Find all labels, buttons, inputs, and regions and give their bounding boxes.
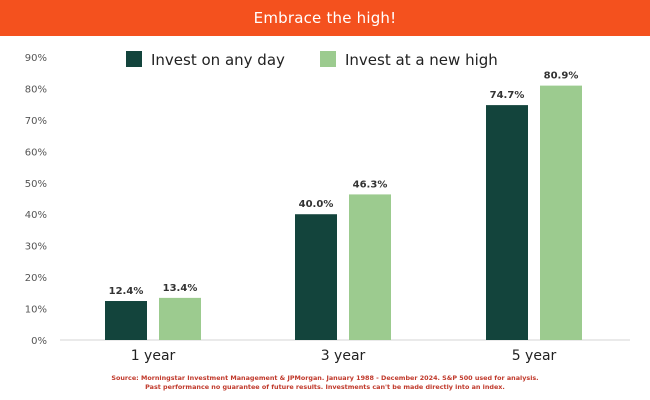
bar xyxy=(295,214,337,340)
y-tick-label: 30% xyxy=(25,242,47,253)
bar xyxy=(349,194,391,340)
x-tick-label: 1 year xyxy=(131,348,176,364)
legend-label: Invest on any day xyxy=(151,51,285,69)
bar xyxy=(105,301,147,340)
y-tick-label: 50% xyxy=(25,179,47,190)
y-tick-label: 0% xyxy=(31,336,47,347)
legend-swatch xyxy=(320,51,336,67)
legend-label: Invest at a new high xyxy=(345,51,498,69)
data-label: 40.0% xyxy=(299,199,334,210)
bar-chart: 0% 10% 20% 30% 40% 50% 60% 70% 80% 90% 12.4% 13.4% 1… xyxy=(25,51,630,364)
y-tick-label: 90% xyxy=(25,53,47,64)
y-tick-label: 80% xyxy=(25,84,47,95)
y-tick-label: 60% xyxy=(25,147,47,158)
legend-swatch xyxy=(126,51,142,67)
bar xyxy=(159,297,201,340)
data-label: 80.9% xyxy=(544,71,579,82)
y-tick-label: 10% xyxy=(25,305,47,316)
data-label: 74.7% xyxy=(490,90,525,101)
y-tick-label: 40% xyxy=(25,210,47,221)
y-tick-label: 70% xyxy=(25,116,47,127)
source-note: Source: Morningstar Investment Managemen… xyxy=(0,374,650,392)
page-title: Embrace the high! xyxy=(253,9,397,27)
source-line-1: Source: Morningstar Investment Managemen… xyxy=(111,374,539,382)
bar xyxy=(486,105,528,340)
source-line-2: Past performance no guarantee of future … xyxy=(145,383,505,391)
data-label: 12.4% xyxy=(109,286,144,297)
data-label: 46.3% xyxy=(353,179,388,190)
x-tick-label: 3 year xyxy=(321,348,366,364)
data-label: 13.4% xyxy=(163,283,198,294)
y-tick-label: 20% xyxy=(25,273,47,284)
x-tick-label: 5 year xyxy=(512,348,557,364)
bar xyxy=(540,85,582,340)
header-banner: Embrace the high! xyxy=(0,0,650,36)
